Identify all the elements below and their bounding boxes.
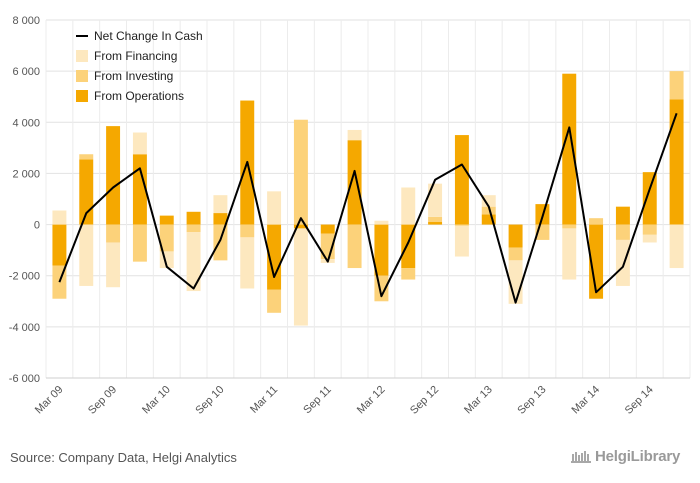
- bar-segment: [347, 224, 362, 269]
- legend-swatch: [76, 70, 88, 82]
- x-tick-label: Sep 09: [86, 384, 119, 417]
- bar-segment: [159, 215, 174, 225]
- legend-label: From Financing: [94, 49, 177, 63]
- y-tick-label: 8 000: [12, 15, 40, 27]
- bar-segment: [347, 129, 362, 141]
- library-icon: [571, 450, 591, 463]
- bar-segment: [186, 232, 201, 292]
- x-tick-label: Mar 10: [140, 384, 173, 417]
- bar-layer: [52, 71, 684, 326]
- bar-segment: [615, 206, 630, 225]
- x-tick-label: Sep 11: [301, 384, 334, 417]
- legend-label: From Investing: [94, 69, 173, 83]
- bar-segment: [52, 224, 67, 266]
- legend-swatch: [76, 90, 88, 102]
- bar-segment: [401, 187, 416, 225]
- x-tick-label: Mar 09: [33, 384, 66, 417]
- bar-segment: [106, 242, 121, 288]
- bar-segment: [267, 289, 282, 313]
- y-tick-label: 6 000: [12, 66, 40, 78]
- bar-segment: [508, 247, 523, 261]
- x-tick-label: Sep 14: [623, 384, 656, 417]
- bar-segment: [589, 218, 604, 225]
- y-tick-label: 0: [34, 220, 40, 232]
- bar-segment: [374, 220, 389, 225]
- bar-segment: [669, 71, 684, 100]
- y-tick-label: -4 000: [9, 322, 40, 334]
- legend-swatch: [76, 50, 88, 62]
- bar-segment: [240, 237, 255, 289]
- bar-segment: [267, 224, 282, 290]
- bar-segment: [562, 224, 577, 229]
- bar-segment: [320, 224, 335, 234]
- legend-label: Net Change In Cash: [94, 29, 203, 43]
- bar-segment: [454, 225, 469, 257]
- bar-segment: [347, 140, 362, 225]
- grid-layer: [45, 19, 691, 379]
- bar-segment: [481, 206, 496, 215]
- bar-segment: [106, 224, 121, 243]
- bar-segment: [615, 224, 630, 240]
- bar-segment: [293, 228, 308, 326]
- legend-label: From Operations: [94, 89, 184, 103]
- bar-segment: [213, 195, 228, 214]
- bar-segment: [159, 224, 174, 252]
- bar-segment: [454, 224, 469, 226]
- bar-segment: [428, 183, 443, 217]
- bar-segment: [428, 222, 443, 225]
- bar-segment: [293, 119, 308, 225]
- source-note: Source: Company Data, Helgi Analytics: [10, 450, 237, 465]
- bar-segment: [481, 214, 496, 225]
- x-tick-label: Sep 10: [193, 384, 226, 417]
- bar-segment: [186, 211, 201, 225]
- legend: Net Change In Cash From Financing From Inv…: [76, 29, 203, 103]
- bar-segment: [267, 191, 282, 225]
- bar-segment: [132, 224, 147, 262]
- bar-segment: [669, 99, 684, 225]
- bar-segment: [79, 154, 94, 160]
- bar-segment: [106, 126, 121, 225]
- y-tick-label: 2 000: [12, 168, 40, 180]
- bar-segment: [428, 216, 443, 223]
- bar-segment: [240, 224, 255, 238]
- bar-segment: [481, 195, 496, 207]
- bar-segment: [401, 268, 416, 280]
- bar-segment: [213, 224, 228, 261]
- x-tick-label: Sep 12: [408, 384, 441, 417]
- bar-segment: [213, 213, 228, 225]
- y-tick-label: 4 000: [12, 117, 40, 129]
- y-tick-label: -2 000: [9, 271, 40, 283]
- x-tick-label: Mar 11: [248, 384, 280, 416]
- x-tick-label: Mar 12: [355, 384, 388, 417]
- line-layer: [58, 112, 678, 304]
- x-tick-label: Sep 13: [515, 384, 548, 417]
- brand-logo: HelgiLibrary: [570, 448, 680, 465]
- y-tick-label: -6 000: [9, 373, 40, 385]
- bar-segment: [132, 132, 147, 155]
- bar-segment: [374, 224, 389, 276]
- bar-segment: [508, 224, 523, 248]
- bar-segment: [562, 228, 577, 280]
- bar-segment: [293, 224, 308, 229]
- x-tick-label: Mar 14: [570, 384, 603, 417]
- x-tick-label: Mar 13: [462, 384, 495, 417]
- bar-segment: [642, 224, 657, 235]
- bar-segment: [454, 135, 469, 225]
- bar-segment: [52, 210, 67, 225]
- bar-segment: [642, 172, 657, 225]
- net-change-line: [58, 112, 678, 304]
- brand-name: HelgiLibrary: [595, 448, 681, 465]
- bar-segment: [79, 224, 94, 286]
- bar-segment: [615, 239, 630, 286]
- bar-segment: [642, 234, 657, 243]
- bar-segment: [562, 73, 577, 225]
- bar-segment: [186, 224, 201, 233]
- bar-segment: [79, 159, 94, 225]
- bar-segment: [669, 224, 684, 269]
- bar-segment: [589, 224, 604, 299]
